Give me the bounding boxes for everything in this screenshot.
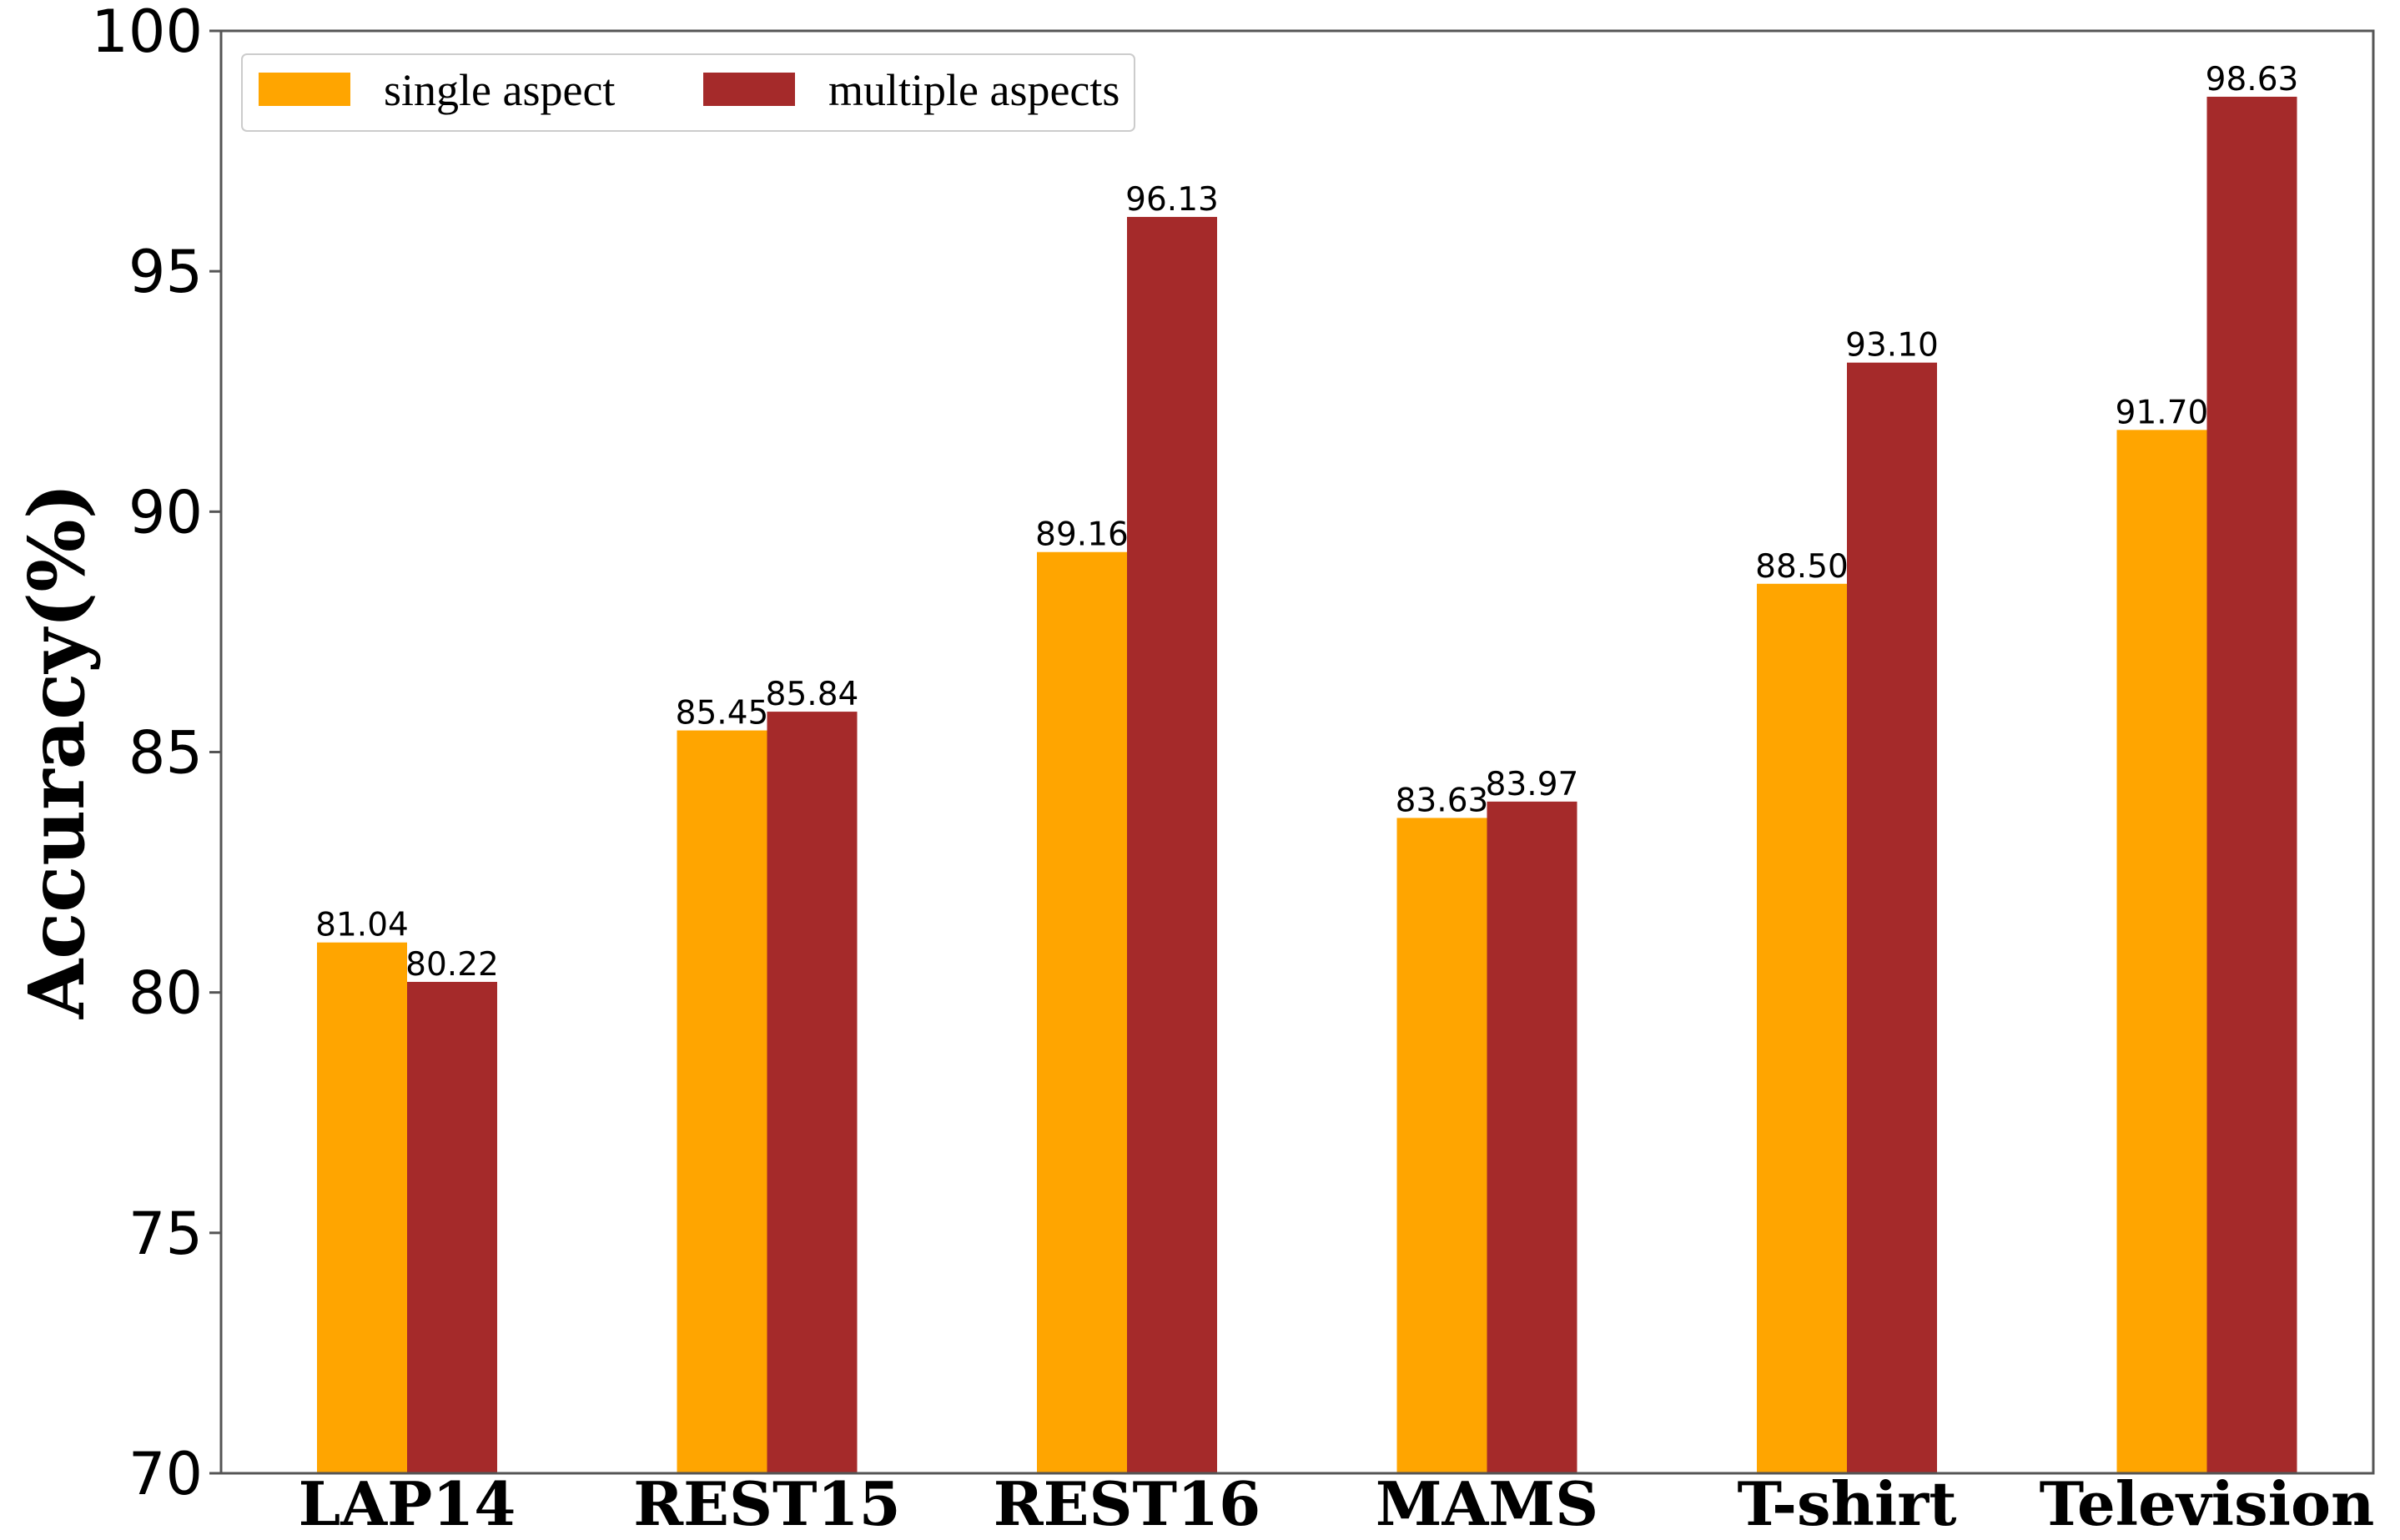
bar-value-label: 98.63 — [2206, 61, 2299, 98]
bar-value-label: 88.50 — [1755, 548, 1849, 586]
bar-value-label: 80.22 — [405, 946, 499, 984]
bar-single-aspect-rest15 — [677, 730, 767, 1473]
plot-area-frame — [219, 29, 2375, 1475]
bar-value-label: 83.97 — [1486, 766, 1579, 803]
x-tick-label-lap14: LAP14 — [299, 1468, 516, 1539]
y-tick-label: 85 — [128, 719, 203, 788]
bar-multiple-aspects-t-shirt — [1847, 362, 1937, 1473]
x-tick-label-rest16: REST16 — [994, 1468, 1260, 1539]
bar-single-aspect-mams — [1396, 818, 1487, 1473]
y-axis-title: Accuracy(%) — [12, 483, 102, 1019]
bar-single-aspect-rest16 — [1037, 551, 1127, 1473]
bar-single-aspect-television — [2116, 430, 2207, 1473]
legend-swatch-single-aspect — [259, 73, 350, 106]
bar-value-label: 85.45 — [676, 695, 769, 732]
bar-multiple-aspects-rest16 — [1127, 217, 1217, 1473]
legend-label-single-aspect: single aspect — [384, 65, 615, 115]
x-tick-label-mams: MAMS — [1376, 1468, 1598, 1539]
bar-multiple-aspects-television — [2206, 96, 2297, 1474]
x-axis-tick-labels: LAP14 REST15 REST16 MAMS T-shirt Television — [299, 1468, 2375, 1539]
bar-multiple-aspects-mams — [1487, 801, 1577, 1473]
legend-box — [241, 53, 1135, 132]
x-tick-label-t-shirt: T-shirt — [1738, 1468, 1957, 1539]
x-tick-label-rest15: REST15 — [633, 1468, 900, 1539]
y-tick-label: 80 — [128, 959, 203, 1028]
y-tick-label: 90 — [128, 478, 203, 546]
legend-label-multiple-aspects: multiple aspects — [828, 65, 1119, 115]
bar-value-label: 96.13 — [1125, 181, 1219, 219]
y-tick-label: 70 — [128, 1440, 203, 1508]
x-tick-label-television: Television — [2040, 1468, 2375, 1539]
bar-multiple-aspects-lap14 — [407, 981, 497, 1473]
bar-value-label: 93.10 — [1845, 327, 1939, 365]
bar-value-label: 89.16 — [1035, 516, 1129, 554]
bar-single-aspect-lap14 — [317, 942, 407, 1473]
y-tick-label: 75 — [128, 1200, 203, 1268]
bar-value-label: 81.04 — [315, 907, 409, 944]
bar-value-label: 91.70 — [2116, 394, 2209, 431]
bar-multiple-aspects-rest15 — [767, 712, 858, 1473]
bar-value-label: 85.84 — [766, 676, 859, 713]
y-tick-label: 100 — [91, 0, 203, 66]
legend-swatch-multiple-aspects — [703, 73, 795, 106]
y-axis-ticks: 70 75 80 85 90 95 100 — [91, 0, 221, 1508]
legend: single aspect multiple aspects — [241, 53, 1135, 132]
bar-single-aspect-t-shirt — [1757, 583, 1847, 1473]
bars — [317, 96, 2297, 1474]
y-tick-label: 95 — [128, 238, 203, 306]
bar-value-label: 83.63 — [1396, 782, 1489, 819]
